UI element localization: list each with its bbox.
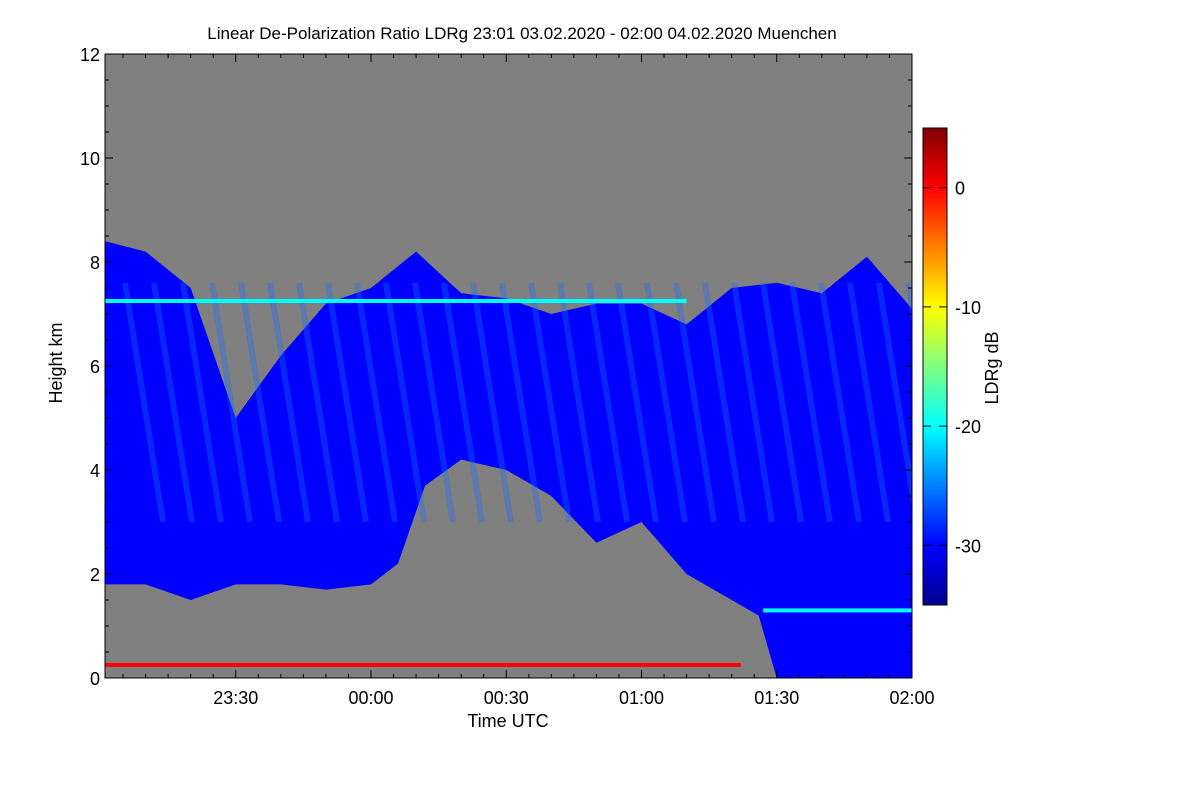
colorbar-label: LDRg dB xyxy=(982,331,1002,404)
y-tick-label: 6 xyxy=(90,357,100,377)
fall-streak xyxy=(702,282,746,523)
fall-streak xyxy=(789,282,833,523)
y-axis-label: Height km xyxy=(46,322,66,403)
fall-streak xyxy=(151,282,195,523)
fall-streak xyxy=(325,282,369,523)
fall-streak xyxy=(267,282,311,523)
layer-0 xyxy=(105,663,741,667)
y-tick-label: 4 xyxy=(90,461,100,481)
fall-streak xyxy=(383,282,427,523)
fall-streak xyxy=(238,282,282,523)
fall-streak xyxy=(673,282,717,523)
x-tick-label: 00:30 xyxy=(484,688,529,708)
colorbar-tick-label: -30 xyxy=(955,536,981,556)
chart-title: Linear De-Polarization Ratio LDRg 23:01 … xyxy=(207,24,836,43)
fall-streak xyxy=(470,282,514,523)
fall-streaks xyxy=(122,282,912,523)
fall-streak xyxy=(615,282,659,523)
cloud-region xyxy=(105,241,912,678)
layer-2 xyxy=(763,608,912,613)
y-tick-label: 10 xyxy=(80,149,100,169)
fall-streak xyxy=(209,282,253,523)
fall-streak xyxy=(760,282,804,523)
fall-streak xyxy=(818,282,862,523)
x-tick-label: 00:00 xyxy=(348,688,393,708)
colorbar-tick-label: -20 xyxy=(955,417,981,437)
layer-1 xyxy=(105,299,687,303)
fall-streak xyxy=(528,282,572,523)
fall-streak xyxy=(122,282,166,523)
x-tick-label: 23:30 xyxy=(213,688,258,708)
y-tick-label: 0 xyxy=(90,669,100,689)
fall-streak xyxy=(412,282,456,523)
fall-streak xyxy=(354,282,398,523)
fall-streak xyxy=(441,282,485,523)
fall-streak xyxy=(296,282,340,523)
fall-streak xyxy=(644,282,688,523)
x-tick-label: 01:30 xyxy=(754,688,799,708)
fall-streak xyxy=(180,282,224,523)
x-axis-label: Time UTC xyxy=(467,711,548,731)
y-tick-label: 12 xyxy=(80,45,100,65)
fall-streak xyxy=(876,282,912,510)
x-tick-label: 02:00 xyxy=(889,688,934,708)
fall-streak xyxy=(586,282,630,523)
fall-streak xyxy=(557,282,601,523)
x-tick-label: 01:00 xyxy=(619,688,664,708)
colorbar-tick-label: 0 xyxy=(955,179,965,199)
fall-streak xyxy=(499,282,543,523)
colorbar-tick-label: -10 xyxy=(955,298,981,318)
y-tick-label: 2 xyxy=(90,565,100,585)
colorbar xyxy=(922,127,948,606)
fall-streak xyxy=(847,282,891,523)
fall-streak xyxy=(731,282,775,523)
y-tick-label: 8 xyxy=(90,253,100,273)
